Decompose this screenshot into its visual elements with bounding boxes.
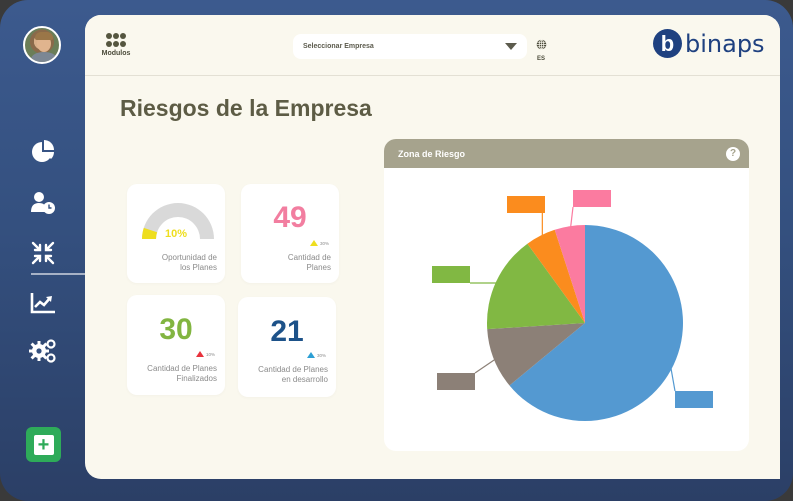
- pie-slice[interactable]: [487, 243, 585, 330]
- language-code: ES: [536, 56, 545, 62]
- risk-zone-card: Zona de Riesgo ?: [384, 139, 749, 451]
- company-select[interactable]: Seleccionar Empresa: [293, 34, 527, 59]
- data-label-box: [507, 196, 545, 213]
- data-label-box: [675, 391, 713, 408]
- page-title: Riesgos de la Empresa: [120, 95, 372, 121]
- pie-slice[interactable]: [554, 225, 585, 323]
- kpi-value: 30: [159, 313, 193, 346]
- pie-chart-icon: [32, 140, 54, 162]
- company-select-value: Seleccionar Empresa: [303, 43, 374, 50]
- help-icon[interactable]: ?: [726, 146, 740, 161]
- kpi-label-line1: Cantidad de Planes: [147, 364, 217, 373]
- kpi-label-line2: en desarrollo: [281, 375, 328, 384]
- trend-chart-icon: [30, 293, 55, 314]
- kpi-label: Cantidad de Planes: [288, 253, 331, 273]
- data-label-box: [437, 373, 475, 390]
- pie-slice[interactable]: [509, 225, 683, 421]
- kpi-value: 21: [270, 315, 304, 348]
- avatar-hair: [35, 32, 53, 40]
- globe-icon: [536, 39, 546, 50]
- trend-up-icon: [309, 240, 318, 246]
- avatar[interactable]: [23, 26, 61, 64]
- data-label-box: [432, 266, 470, 283]
- data-label-box: [573, 190, 611, 207]
- kpi-trend: 30%: [309, 240, 329, 246]
- logo-text: binaps: [685, 29, 765, 58]
- sidebar-item-analytics[interactable]: [29, 290, 57, 316]
- sidebar-item-dashboard[interactable]: [29, 139, 57, 165]
- kpi-label: Cantidad de Planes en desarrollo: [258, 365, 328, 385]
- trend-value: 30%: [316, 352, 326, 358]
- main-panel: Modulos Seleccionar Empresa ES b binaps …: [85, 15, 780, 479]
- add-button[interactable]: +: [26, 427, 61, 462]
- kpi-label-line2: los Planes: [180, 263, 217, 272]
- topbar: Modulos Seleccionar Empresa ES b binaps: [85, 15, 780, 76]
- plus-square-icon: +: [33, 434, 54, 455]
- kpi-label-line1: Cantidad de: [287, 253, 331, 262]
- kpi-card-finalizados: 30 10% Cantidad de Planes Finalizados: [127, 295, 225, 395]
- risk-zone-header: Zona de Riesgo ?: [384, 139, 749, 168]
- risk-pie-chart[interactable]: [384, 168, 749, 451]
- pie-slice[interactable]: [487, 323, 585, 386]
- language-switcher[interactable]: ES: [532, 37, 550, 62]
- kpi-card-cantidad: 49 30% Cantidad de Planes: [241, 184, 339, 283]
- modules-button[interactable]: Modulos: [100, 33, 132, 57]
- grid-dots-icon: [100, 33, 132, 47]
- trend-value: 30%: [319, 240, 329, 246]
- kpi-label: Cantidad de Planes Finalizados: [147, 364, 217, 384]
- caret-down-icon: [505, 43, 517, 50]
- kpi-label-line1: Oportunidad de: [161, 253, 217, 262]
- modules-label: Modulos: [101, 50, 131, 57]
- kpi-trend: 10%: [195, 351, 215, 357]
- kpi-value: 49: [273, 201, 307, 234]
- leader-line: [474, 357, 498, 374]
- pie-slice[interactable]: [527, 229, 585, 323]
- compress-arrows-icon: [31, 241, 55, 265]
- kpi-label: Oportunidad de los Planes: [162, 253, 217, 273]
- user-clock-icon: [31, 192, 55, 214]
- binaps-logo: b binaps: [653, 29, 765, 58]
- trend-value: 10%: [205, 351, 215, 357]
- sidebar-divider: [31, 273, 85, 275]
- kpi-label-line2: Planes: [306, 263, 331, 272]
- trend-up-icon: [195, 351, 204, 357]
- kpi-trend: 30%: [306, 352, 326, 358]
- gauge-chart: [142, 203, 214, 239]
- trend-up-icon: [306, 352, 315, 358]
- sidebar-item-compress[interactable]: [29, 240, 57, 266]
- kpi-label-line1: Cantidad de Planes: [258, 365, 328, 374]
- kpi-card-desarrollo: 21 30% Cantidad de Planes en desarrollo: [238, 297, 336, 397]
- logo-mark: b: [653, 29, 682, 58]
- kpi-card-oportunidad: 10% Oportunidad de los Planes: [127, 184, 225, 283]
- kpi-label-line2: Finalizados: [176, 374, 217, 383]
- sidebar-item-settings[interactable]: [29, 338, 57, 364]
- gears-icon: [29, 339, 56, 363]
- gauge-value: 10%: [164, 228, 188, 240]
- risk-zone-title: Zona de Riesgo: [398, 148, 466, 159]
- avatar-shirt: [31, 52, 57, 62]
- sidebar-item-users-time[interactable]: [29, 190, 57, 216]
